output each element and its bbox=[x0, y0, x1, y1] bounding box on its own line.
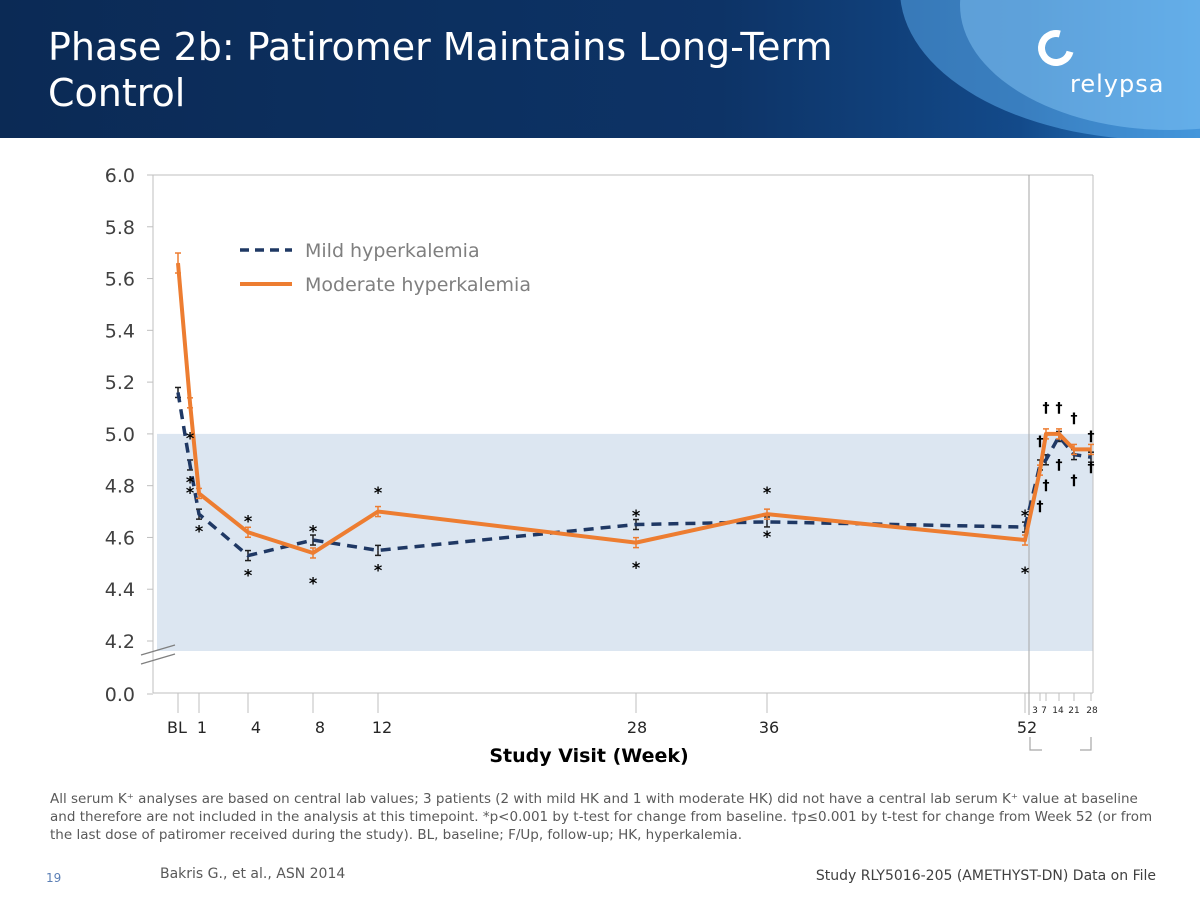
data-point bbox=[247, 555, 249, 557]
x-tick-label: 8 bbox=[315, 718, 325, 737]
x-tick-label: 12 bbox=[372, 718, 392, 737]
y-tick-label: 5.8 bbox=[105, 217, 135, 239]
significance-asterisk: * bbox=[632, 558, 641, 577]
significance-asterisk: * bbox=[1021, 506, 1030, 525]
follow-up-tick-label: 14 bbox=[1052, 706, 1064, 716]
x-tick-label: 28 bbox=[627, 718, 647, 737]
significance-asterisk: * bbox=[763, 527, 772, 546]
page-number: 19 bbox=[46, 871, 62, 885]
y-tick-label: 4.2 bbox=[105, 631, 135, 653]
data-point bbox=[766, 521, 768, 523]
x-axis-title: Study Visit (Week) bbox=[489, 745, 688, 767]
significance-asterisk: * bbox=[186, 428, 195, 447]
data-point bbox=[377, 511, 379, 513]
data-point bbox=[177, 262, 179, 264]
moderate-hyperkalemia-line bbox=[176, 262, 1091, 555]
y-tick-label: 0.0 bbox=[105, 684, 135, 706]
significance-dagger: † bbox=[1071, 473, 1078, 489]
significance-asterisk: * bbox=[186, 483, 195, 502]
follow-up-tick-label: 3 bbox=[1032, 706, 1038, 716]
significance-asterisk: * bbox=[763, 483, 772, 502]
data-point bbox=[377, 549, 379, 551]
data-point bbox=[1024, 539, 1026, 541]
y-tick-label: 5.2 bbox=[105, 372, 135, 394]
data-point bbox=[1073, 448, 1075, 450]
legend-mild-label: Mild hyperkalemia bbox=[305, 240, 480, 262]
y-tick-label: 4.4 bbox=[105, 579, 135, 601]
citation: Bakris G., et al., ASN 2014 bbox=[160, 866, 346, 882]
data-point bbox=[189, 402, 191, 404]
follow-up-tick-label: 28 bbox=[1086, 706, 1098, 716]
x-tick-label: 36 bbox=[759, 718, 779, 737]
significance-asterisk: * bbox=[374, 561, 383, 580]
y-tick-label: 4.8 bbox=[105, 476, 135, 498]
significance-asterisk: * bbox=[374, 483, 383, 502]
mild-hyperkalemia-line bbox=[176, 392, 1092, 558]
legend-moderate-label: Moderate hyperkalemia bbox=[305, 274, 531, 296]
x-tick-label: 1 bbox=[197, 718, 207, 737]
significance-dagger: † bbox=[1043, 478, 1050, 494]
significance-dagger: † bbox=[1056, 457, 1063, 473]
follow-up-bracket-right bbox=[1080, 737, 1092, 751]
data-point bbox=[1045, 433, 1047, 435]
data-point bbox=[247, 531, 249, 533]
significance-dagger: † bbox=[1056, 400, 1063, 416]
relypsa-ring-icon bbox=[1031, 23, 1081, 73]
significance-asterisk: * bbox=[1021, 563, 1030, 582]
follow-up-tick-label: 7 bbox=[1041, 706, 1047, 716]
data-point bbox=[189, 464, 191, 466]
data-point bbox=[198, 492, 200, 494]
axis-break-mark bbox=[140, 653, 176, 665]
study-reference: Study RLY5016-205 (AMETHYST-DN) Data on … bbox=[815, 868, 1156, 884]
significance-asterisk: * bbox=[309, 573, 318, 592]
y-tick-label: 5.6 bbox=[105, 269, 135, 291]
data-point bbox=[1090, 456, 1092, 458]
significance-dagger: † bbox=[1088, 460, 1095, 476]
data-point bbox=[766, 513, 768, 515]
y-tick-label: 6.0 bbox=[105, 165, 135, 187]
data-point bbox=[635, 542, 637, 544]
data-point bbox=[312, 539, 314, 541]
slide-title: Phase 2b: Patiromer Maintains Long-Term … bbox=[48, 25, 833, 115]
significance-asterisk: * bbox=[244, 566, 253, 585]
follow-up-bracket-left bbox=[1029, 737, 1042, 751]
relypsa-logo: relypsa bbox=[1030, 23, 1180, 100]
y-tick-label: 5.4 bbox=[105, 320, 135, 342]
data-point bbox=[1024, 526, 1026, 528]
axis-break-mark bbox=[140, 644, 176, 656]
x-tick-label: BL bbox=[167, 718, 187, 737]
potassium-line-chart: 6.05.85.65.45.25.04.84.64.44.20.0BL 1 4 8 12… bbox=[105, 165, 1098, 767]
footnote: All serum K⁺ analyses are based on centr… bbox=[50, 791, 1153, 843]
follow-up-tick-label: 21 bbox=[1068, 706, 1079, 716]
title-banner: Phase 2b: Patiromer Maintains Long-Term … bbox=[0, 0, 1200, 138]
significance-dagger: † bbox=[1071, 411, 1078, 427]
data-point bbox=[1039, 469, 1041, 471]
significance-dagger: † bbox=[1037, 434, 1044, 450]
data-point bbox=[177, 391, 179, 393]
y-tick-label: 5.0 bbox=[105, 424, 135, 446]
significance-dagger: † bbox=[1037, 499, 1044, 515]
significance-dagger: † bbox=[1088, 429, 1095, 445]
x-tick-label: 52 bbox=[1017, 718, 1037, 737]
data-point bbox=[198, 513, 200, 515]
data-point bbox=[312, 552, 314, 554]
significance-asterisk: * bbox=[244, 511, 253, 530]
data-point bbox=[1058, 433, 1060, 435]
significance-asterisk: * bbox=[195, 522, 204, 541]
y-tick-label: 4.6 bbox=[105, 527, 135, 549]
x-tick-label: 4 bbox=[251, 718, 261, 737]
significance-asterisk: * bbox=[186, 472, 195, 491]
significance-asterisk: * bbox=[632, 506, 641, 525]
data-point bbox=[1045, 459, 1047, 461]
significance-asterisk: * bbox=[309, 522, 318, 541]
significance-dagger: † bbox=[1043, 400, 1050, 416]
logo-wordmark: relypsa bbox=[1070, 70, 1165, 98]
data-point bbox=[1090, 448, 1092, 450]
data-point bbox=[635, 524, 637, 525]
